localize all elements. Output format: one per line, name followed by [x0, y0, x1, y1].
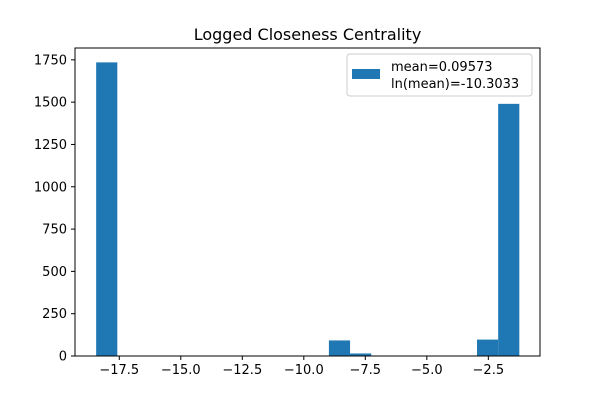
x-tick-label: −15.0: [161, 363, 201, 378]
histogram-bar: [96, 62, 118, 357]
x-tick-label: −5.0: [411, 363, 443, 378]
histogram-bar: [498, 103, 520, 356]
x-axis: −17.5 −15.0 −12.5 −10.0 −7.5 −5.0 −2.5: [99, 356, 504, 378]
y-tick-label: 500: [42, 265, 67, 280]
legend-box: [346, 53, 533, 97]
legend-entry-ln-mean: ln(mean)=-10.3033: [391, 77, 519, 92]
x-tick-label: −10.0: [284, 363, 324, 378]
histogram-bars: [96, 62, 520, 357]
y-tick-label: 1500: [34, 96, 67, 111]
y-tick-label: 1250: [34, 138, 67, 153]
plot-frame: [74, 47, 541, 357]
histogram-bar: [328, 340, 351, 356]
chart-title: Logged Closeness Centrality: [194, 25, 422, 44]
histogram-bar: [477, 339, 499, 356]
y-tick-label: 1000: [34, 180, 67, 195]
x-tick-label: −7.5: [350, 363, 382, 378]
x-tick-label: −2.5: [473, 363, 505, 378]
x-tick-label: −17.5: [99, 363, 139, 378]
y-axis: 0 250 500 750 1000 1250 1500 1750: [34, 53, 75, 365]
y-tick-label: 1750: [34, 53, 67, 68]
legend-entry-mean: mean=0.09573: [391, 60, 493, 75]
x-tick-label: −12.5: [222, 363, 262, 378]
histogram-bar: [350, 353, 372, 356]
y-tick-label: 250: [42, 307, 67, 322]
legend-swatch: [352, 69, 380, 79]
y-tick-label: 750: [42, 223, 67, 238]
y-tick-label: 0: [59, 350, 67, 365]
legend: mean=0.09573 ln(mean)=-10.3033: [346, 53, 533, 97]
